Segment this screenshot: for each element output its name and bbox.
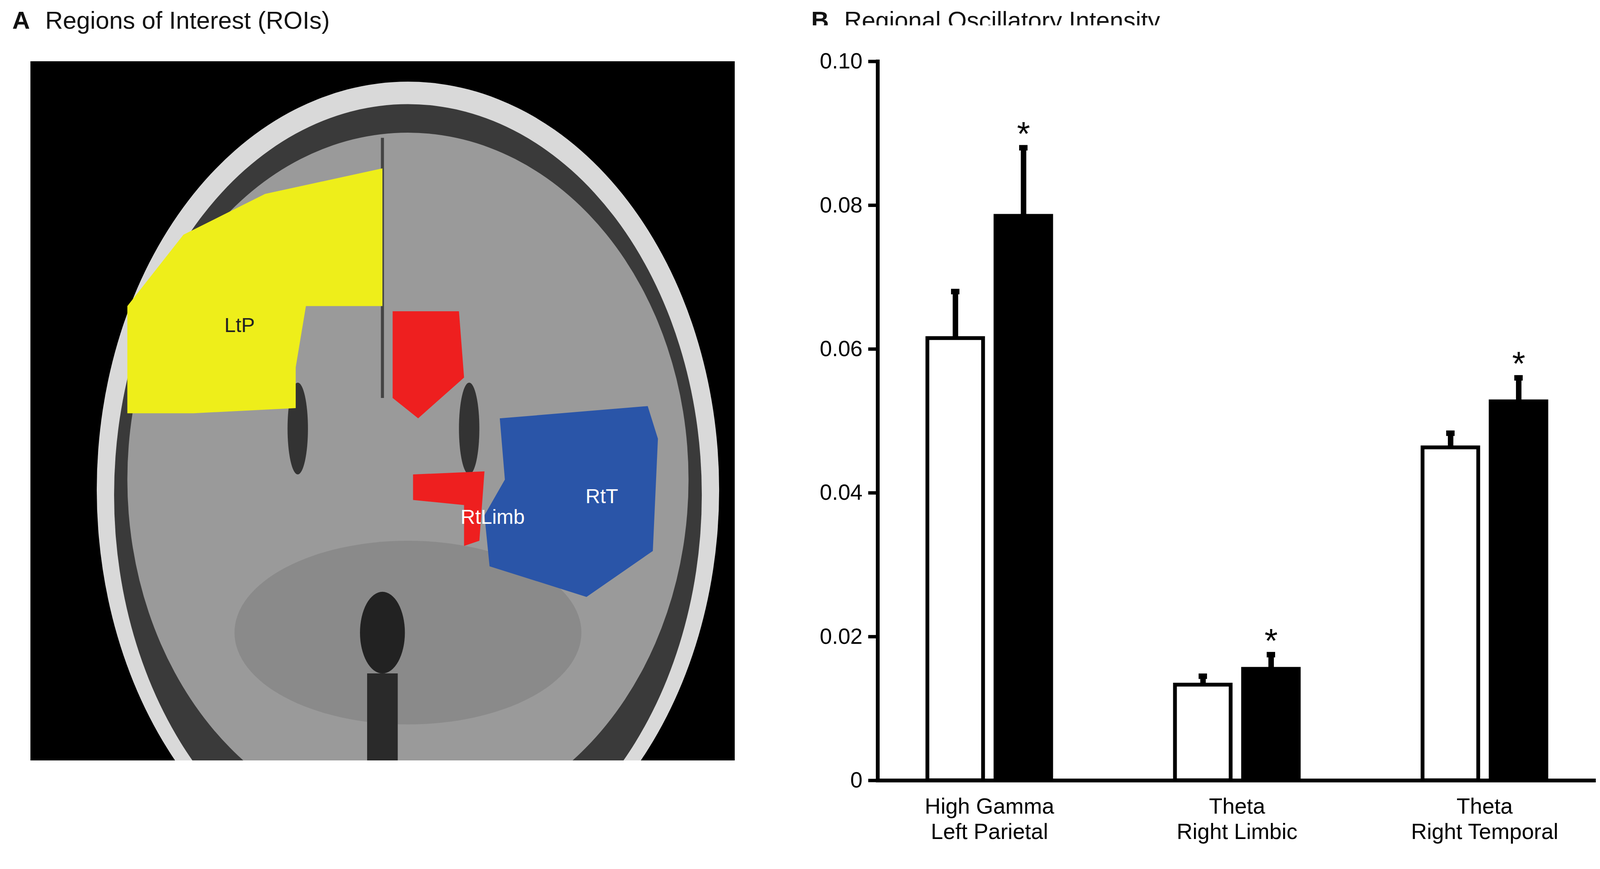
svg-text:High GammaLeft Parietal: High GammaLeft Parietal [924,793,1055,844]
svg-text:*: * [1264,621,1278,660]
svg-text:LtP: LtP [224,313,255,337]
svg-text:ThetaRight Temporal: ThetaRight Temporal [1411,793,1559,844]
svg-text:*: * [1016,114,1031,153]
svg-text:RtT: RtT [585,485,619,508]
svg-text:0: 0 [850,767,863,793]
html-text:Regional Oscillatory Intensity: Regional Oscillatory Intensity [844,6,1161,34]
html-text:Regions of Interest (ROIs): Regions of Interest (ROIs) [45,6,330,34]
svg-text:0.04: 0.04 [819,479,863,505]
svg-text:0.10: 0.10 [819,48,863,74]
svg-text:*: * [1512,344,1526,383]
html-text:B: B [811,6,829,34]
html-text:A: A [12,6,30,34]
svg-text:0.08: 0.08 [819,192,863,218]
svg-text:0.02: 0.02 [819,624,863,649]
svg-text:0.06: 0.06 [819,336,863,361]
svg-text:ThetaRight Limbic: ThetaRight Limbic [1176,793,1298,844]
svg-text:RtLimb: RtLimb [460,505,525,529]
